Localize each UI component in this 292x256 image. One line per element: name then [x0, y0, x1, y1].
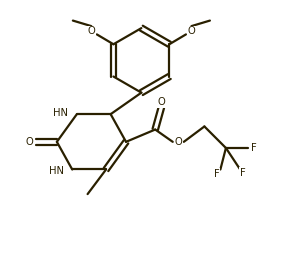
- Text: O: O: [187, 26, 195, 36]
- Text: O: O: [157, 97, 165, 107]
- Text: O: O: [87, 26, 95, 36]
- Text: F: F: [240, 168, 246, 178]
- Text: F: F: [251, 143, 256, 153]
- Text: HN: HN: [53, 108, 68, 118]
- Text: F: F: [214, 169, 220, 179]
- Text: HN: HN: [49, 166, 64, 176]
- Text: O: O: [25, 137, 33, 147]
- Text: O: O: [174, 137, 182, 147]
